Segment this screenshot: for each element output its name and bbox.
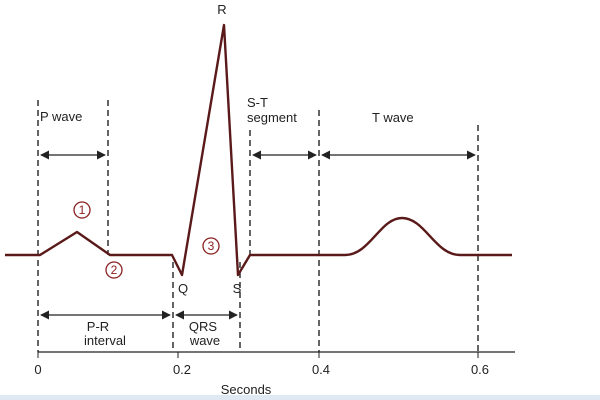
circle-number: 1 xyxy=(79,203,86,217)
axis-title: Seconds xyxy=(221,382,272,397)
guides xyxy=(37,100,479,352)
label: T wave xyxy=(372,110,414,125)
label: S xyxy=(233,281,242,296)
label: interval xyxy=(84,333,126,348)
label: Q xyxy=(178,281,188,296)
ecg-waveform xyxy=(5,23,512,277)
tick-label: 0.2 xyxy=(173,362,191,377)
label: segment xyxy=(247,110,297,125)
label: wave xyxy=(189,333,220,348)
marker-circle xyxy=(202,237,220,255)
label: QRS xyxy=(189,319,218,334)
tick-label: 0.6 xyxy=(471,362,489,377)
axis-ticks xyxy=(37,352,479,358)
label: P-R xyxy=(87,319,109,334)
marker-circle xyxy=(73,201,91,219)
tick-label: 0.4 xyxy=(312,362,330,377)
bottom-band xyxy=(0,395,600,400)
label: P wave xyxy=(40,109,82,124)
arrows xyxy=(40,150,476,320)
tick-label: 0 xyxy=(34,362,41,377)
label: R xyxy=(217,2,226,17)
circle-number: 2 xyxy=(111,263,118,277)
circle-number: 3 xyxy=(208,239,215,253)
label: S-T xyxy=(247,95,268,110)
marker-circle xyxy=(105,261,123,279)
